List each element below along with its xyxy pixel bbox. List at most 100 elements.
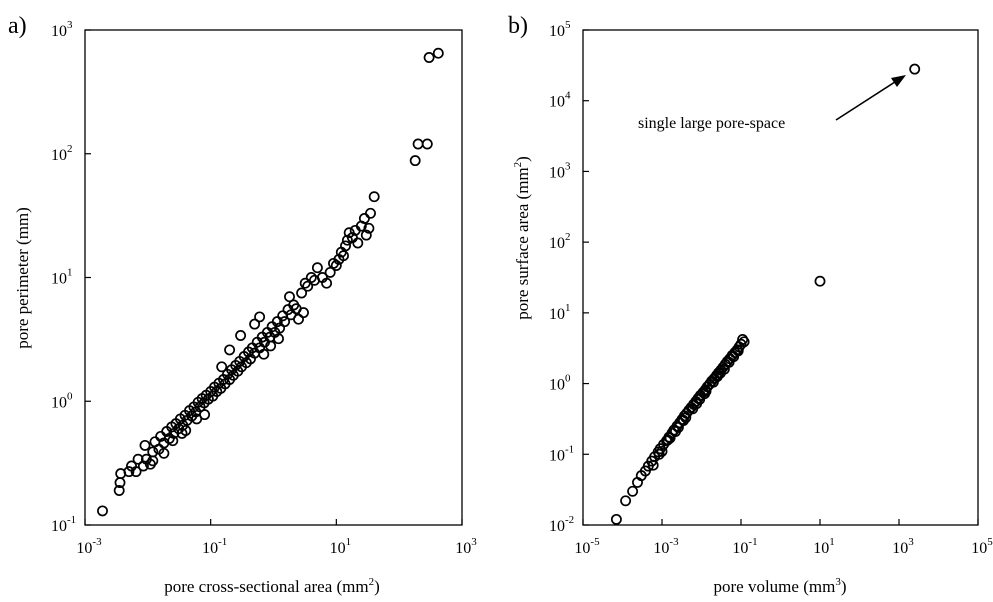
data-point bbox=[139, 439, 151, 451]
x-tick-label: 105 bbox=[971, 536, 993, 557]
data-point bbox=[711, 371, 723, 383]
data-point bbox=[352, 237, 364, 249]
annotation-label: single large pore-space bbox=[638, 115, 785, 132]
y-tick-label: 10-1 bbox=[549, 443, 574, 464]
x-tick-label: 103 bbox=[455, 536, 477, 557]
data-point bbox=[216, 361, 228, 373]
data-point bbox=[610, 513, 622, 525]
y-tick-label: 10-1 bbox=[51, 514, 76, 535]
data-point bbox=[167, 435, 179, 447]
data-point bbox=[296, 287, 308, 299]
data-point bbox=[699, 388, 711, 400]
data-point bbox=[346, 232, 358, 244]
data-point bbox=[258, 348, 270, 360]
data-point bbox=[421, 138, 433, 150]
x-tick-label: 103 bbox=[892, 536, 914, 557]
panel-b-xlabel: pore volume (mm3) bbox=[714, 576, 847, 596]
data-point bbox=[338, 250, 349, 262]
data-point bbox=[132, 453, 144, 465]
data-point bbox=[254, 311, 266, 323]
data-point bbox=[432, 47, 444, 59]
data-point bbox=[409, 155, 421, 167]
data-point bbox=[123, 466, 135, 478]
data-point bbox=[271, 316, 283, 328]
data-point bbox=[363, 222, 375, 234]
data-point bbox=[738, 336, 750, 348]
y-tick-label: 104 bbox=[549, 90, 571, 111]
panel-b-ylabel-tail: ) bbox=[513, 156, 532, 162]
data-point bbox=[653, 448, 665, 460]
panel-b-annotation: single large pore-space bbox=[638, 75, 906, 132]
data-point bbox=[158, 447, 170, 459]
data-point bbox=[279, 316, 291, 328]
data-point bbox=[249, 318, 261, 330]
data-point bbox=[423, 52, 435, 63]
annotation-arrow-line bbox=[835, 79, 899, 121]
data-point bbox=[340, 240, 351, 252]
annotation-arrowhead bbox=[891, 75, 906, 87]
data-point bbox=[691, 398, 703, 410]
x-tick-label: 10-1 bbox=[732, 536, 757, 557]
data-point bbox=[137, 460, 149, 472]
y-tick-label: 10-2 bbox=[549, 514, 574, 535]
y-tick-label: 100 bbox=[51, 390, 73, 411]
panel-b-xlabel-main: pore volume (mm bbox=[714, 577, 836, 596]
y-tick-label: 102 bbox=[51, 143, 73, 164]
data-point bbox=[224, 344, 236, 356]
panel-b-points bbox=[610, 63, 921, 525]
y-tick-label: 103 bbox=[51, 19, 73, 40]
panel-a-ylabel: pore perimeter (mm) bbox=[13, 207, 32, 349]
x-tick-label: 101 bbox=[330, 536, 352, 557]
data-point bbox=[191, 413, 203, 425]
y-tick-label: 105 bbox=[549, 19, 571, 40]
y-tick-label: 101 bbox=[549, 302, 571, 323]
data-point bbox=[662, 434, 674, 446]
panel-a-xlabel: pore cross-sectional area (mm2) bbox=[164, 576, 380, 596]
data-point bbox=[627, 485, 639, 497]
data-point bbox=[235, 330, 247, 341]
panel-b-xlabel-tail: ) bbox=[841, 577, 847, 596]
data-point bbox=[298, 307, 309, 319]
data-point bbox=[412, 138, 424, 150]
data-point bbox=[365, 207, 376, 219]
panel-a-yticks: 10-1 100 101 102 103 bbox=[51, 19, 91, 535]
panel-a-xlabel-main: pore cross-sectional area (mm bbox=[164, 577, 368, 596]
data-point bbox=[735, 338, 747, 350]
panel-a-plot-frame bbox=[84, 29, 463, 526]
y-tick-label: 103 bbox=[549, 160, 571, 181]
data-point bbox=[311, 262, 323, 274]
data-point bbox=[299, 277, 311, 289]
y-tick-label: 102 bbox=[549, 231, 571, 252]
data-point bbox=[330, 260, 342, 271]
data-point bbox=[737, 334, 749, 345]
data-point bbox=[360, 229, 372, 241]
data-point bbox=[647, 459, 659, 471]
data-point bbox=[678, 415, 689, 426]
x-tick-label: 10-3 bbox=[653, 536, 679, 557]
panel-b-xticks: 10-5 10-3 10-1 101 103 105 bbox=[574, 519, 993, 557]
data-point bbox=[368, 191, 380, 203]
panel-b-ylabel-main: pore surface area (mm bbox=[513, 167, 532, 319]
panel-b: b) 10-5 10-3 10-1 101 103 105 10-210-11001011… bbox=[508, 13, 993, 596]
data-point bbox=[321, 277, 333, 289]
data-point bbox=[302, 280, 314, 292]
y-tick-label: 101 bbox=[51, 267, 73, 288]
panel-a-xlabel-tail: ) bbox=[374, 577, 380, 596]
y-tick-label: 100 bbox=[549, 373, 571, 394]
panel-a-xticks: 10-3 10-1 101 103 bbox=[76, 519, 477, 557]
data-point bbox=[670, 426, 681, 437]
panel-a-points bbox=[97, 47, 444, 517]
panel-a-label: a) bbox=[8, 13, 27, 39]
panel-b-xlabel-sup: 3 bbox=[835, 576, 841, 588]
data-point bbox=[732, 345, 744, 357]
panel-b-ylabel-sup: 2 bbox=[512, 162, 524, 168]
data-point bbox=[147, 455, 159, 467]
x-tick-label: 10-1 bbox=[202, 536, 227, 557]
panel-b-yticks: 10-2 10-1 100 101 102 103 104 105 bbox=[549, 19, 589, 535]
data-point bbox=[113, 485, 125, 496]
data-point bbox=[324, 266, 336, 278]
data-point bbox=[265, 340, 277, 352]
data-point bbox=[305, 272, 317, 283]
